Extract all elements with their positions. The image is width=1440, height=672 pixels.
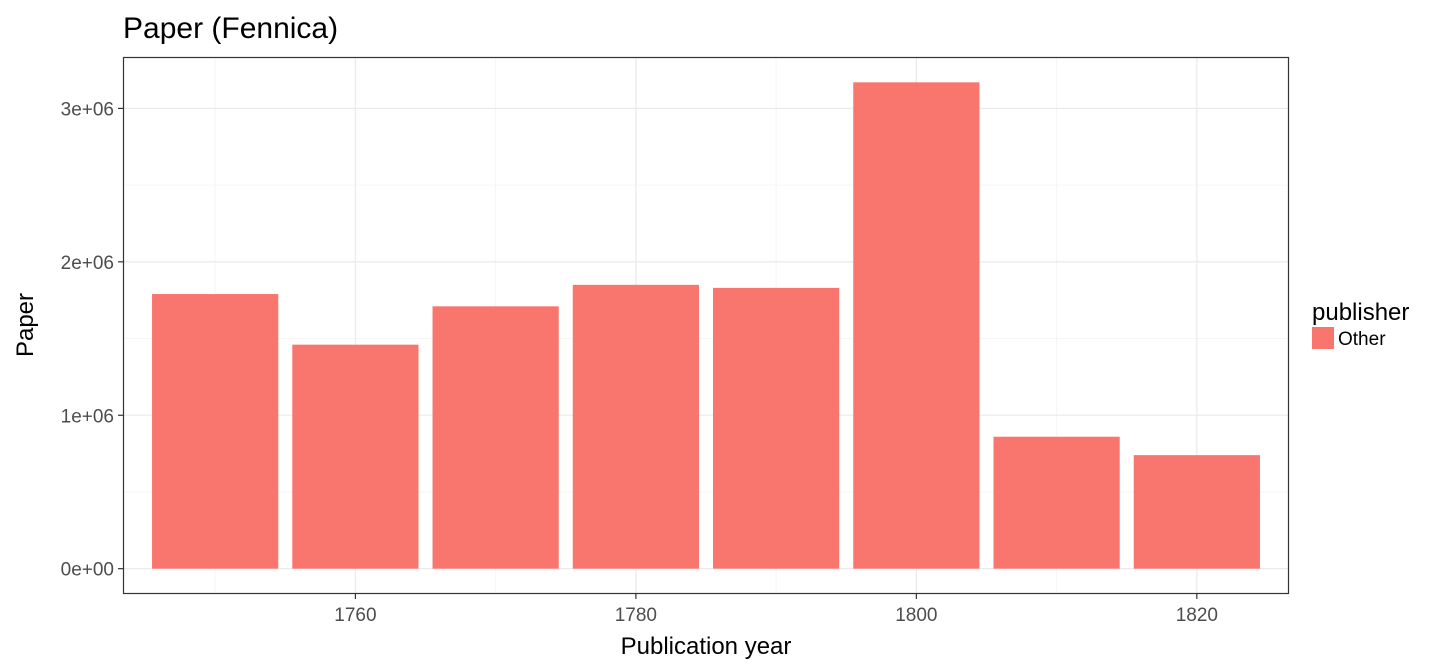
x-tick-label: 1800 bbox=[895, 605, 937, 626]
bar-1780 bbox=[572, 284, 699, 569]
bar-1800 bbox=[853, 82, 980, 569]
bar-1820 bbox=[1133, 455, 1260, 569]
x-tick-label: 1760 bbox=[334, 605, 376, 626]
bar-1760 bbox=[292, 344, 419, 569]
legend: publisher Other bbox=[1312, 299, 1409, 350]
x-axis-title: Publication year bbox=[621, 633, 792, 660]
bar-1810 bbox=[993, 436, 1120, 569]
y-tick-label: 3e+06 bbox=[61, 99, 114, 120]
chart-title: Paper (Fennica) bbox=[123, 12, 338, 45]
y-axis-title: Paper bbox=[12, 293, 39, 357]
y-tick-label: 0e+00 bbox=[61, 560, 114, 581]
x-tick-label: 1780 bbox=[615, 605, 657, 626]
x-axis: 1760 1780 1800 1820 bbox=[334, 593, 1218, 626]
y-tick-label: 1e+06 bbox=[61, 406, 114, 427]
legend-label-other: Other bbox=[1338, 329, 1386, 350]
x-tick-label: 1820 bbox=[1176, 605, 1218, 626]
y-tick-label: 2e+06 bbox=[61, 253, 114, 274]
bar-1770 bbox=[432, 306, 559, 569]
y-axis: 0e+00 1e+06 2e+06 3e+06 bbox=[61, 99, 124, 581]
legend-key-other bbox=[1312, 327, 1334, 349]
plot-panel-border bbox=[122, 56, 1290, 595]
bars bbox=[152, 82, 1260, 569]
legend-title: publisher bbox=[1312, 299, 1409, 326]
bar-1750 bbox=[152, 294, 279, 569]
bar-1790 bbox=[713, 287, 840, 569]
